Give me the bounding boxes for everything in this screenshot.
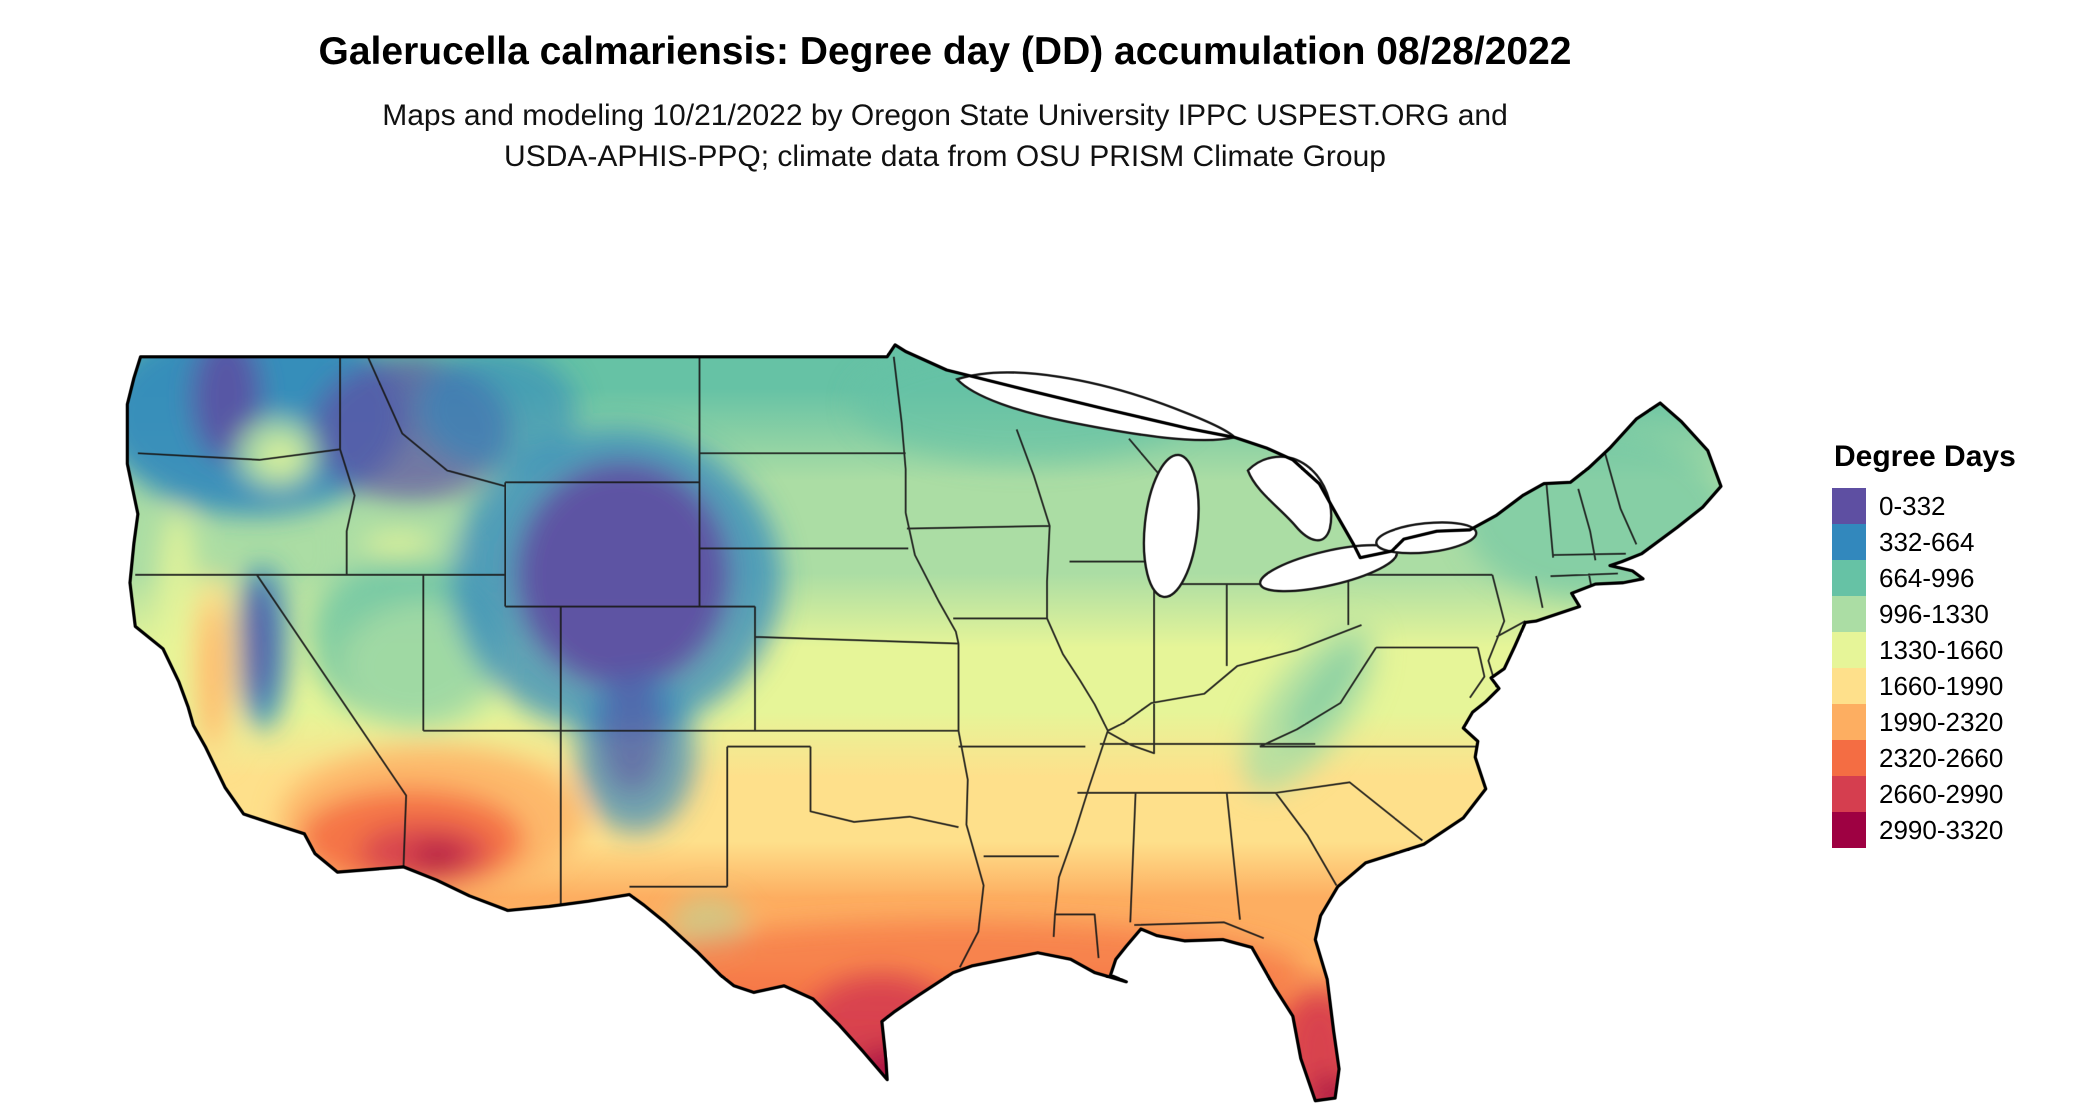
legend-swatch: [1832, 524, 1866, 560]
legend-swatch: [1832, 812, 1866, 848]
legend-item: 2990-3320: [1832, 812, 2082, 848]
legend-label: 664-996: [1879, 562, 1975, 593]
legend-label: 996-1330: [1879, 598, 1989, 629]
legend-swatch: [1832, 632, 1866, 668]
map-title: Galerucella calmariensis: Degree day (DD…: [318, 30, 1572, 73]
legend-items: 0-332 332-664 664-996 996-1330 1330-1660 1660…: [1832, 488, 2082, 848]
legend-label: 2320-2660: [1879, 742, 2004, 773]
us-degree-day-map: [70, 185, 1810, 1110]
legend-label: 2990-3320: [1879, 814, 2004, 845]
degree-days-legend: Degree Days 0-332 332-664 664-996 996-1330 1…: [1832, 440, 2082, 848]
legend-swatch: [1832, 704, 1866, 740]
legend-item: 664-996: [1832, 560, 2082, 596]
legend-item: 1660-1990: [1832, 668, 2082, 704]
us-map-outline: [125, 343, 1723, 1103]
map-subtitle-line2: USDA-APHIS-PPQ; climate data from OSU PR…: [504, 139, 1386, 173]
legend-label: 1660-1990: [1879, 670, 2004, 701]
legend-item: 2660-2990: [1832, 776, 2082, 812]
us-map-svg: [125, 343, 1723, 1103]
legend-swatch: [1832, 776, 1866, 812]
legend-item: 2320-2660: [1832, 740, 2082, 776]
legend-swatch: [1832, 560, 1866, 596]
legend-item: 0-332: [1832, 488, 2082, 524]
legend-item: 332-664: [1832, 524, 2082, 560]
lake-michigan: [1142, 453, 1200, 599]
legend-label: 1330-1660: [1879, 634, 2004, 665]
legend-swatch: [1832, 668, 1866, 704]
degree-day-color-field: [127, 344, 1721, 1101]
map-header: Galerucella calmariensis: Degree day (DD…: [0, 30, 1890, 177]
legend-title: Degree Days: [1834, 440, 2016, 473]
legend-label: 2660-2990: [1879, 778, 2004, 809]
legend-swatch: [1832, 488, 1866, 524]
legend-label: 332-664: [1879, 526, 1975, 557]
map-subtitle: Maps and modeling 10/21/2022 by Oregon S…: [0, 96, 1890, 177]
map-subtitle-line1: Maps and modeling 10/21/2022 by Oregon S…: [382, 99, 1508, 132]
state-borders: [135, 356, 1638, 968]
legend-label: 1990-2320: [1879, 706, 2004, 737]
legend-item: 1990-2320: [1832, 704, 2082, 740]
legend-swatch: [1832, 596, 1866, 632]
legend-item: 996-1330: [1832, 596, 2082, 632]
legend-item: 1330-1660: [1832, 632, 2082, 668]
legend-swatch: [1832, 740, 1866, 776]
legend-label: 0-332: [1879, 490, 1946, 521]
